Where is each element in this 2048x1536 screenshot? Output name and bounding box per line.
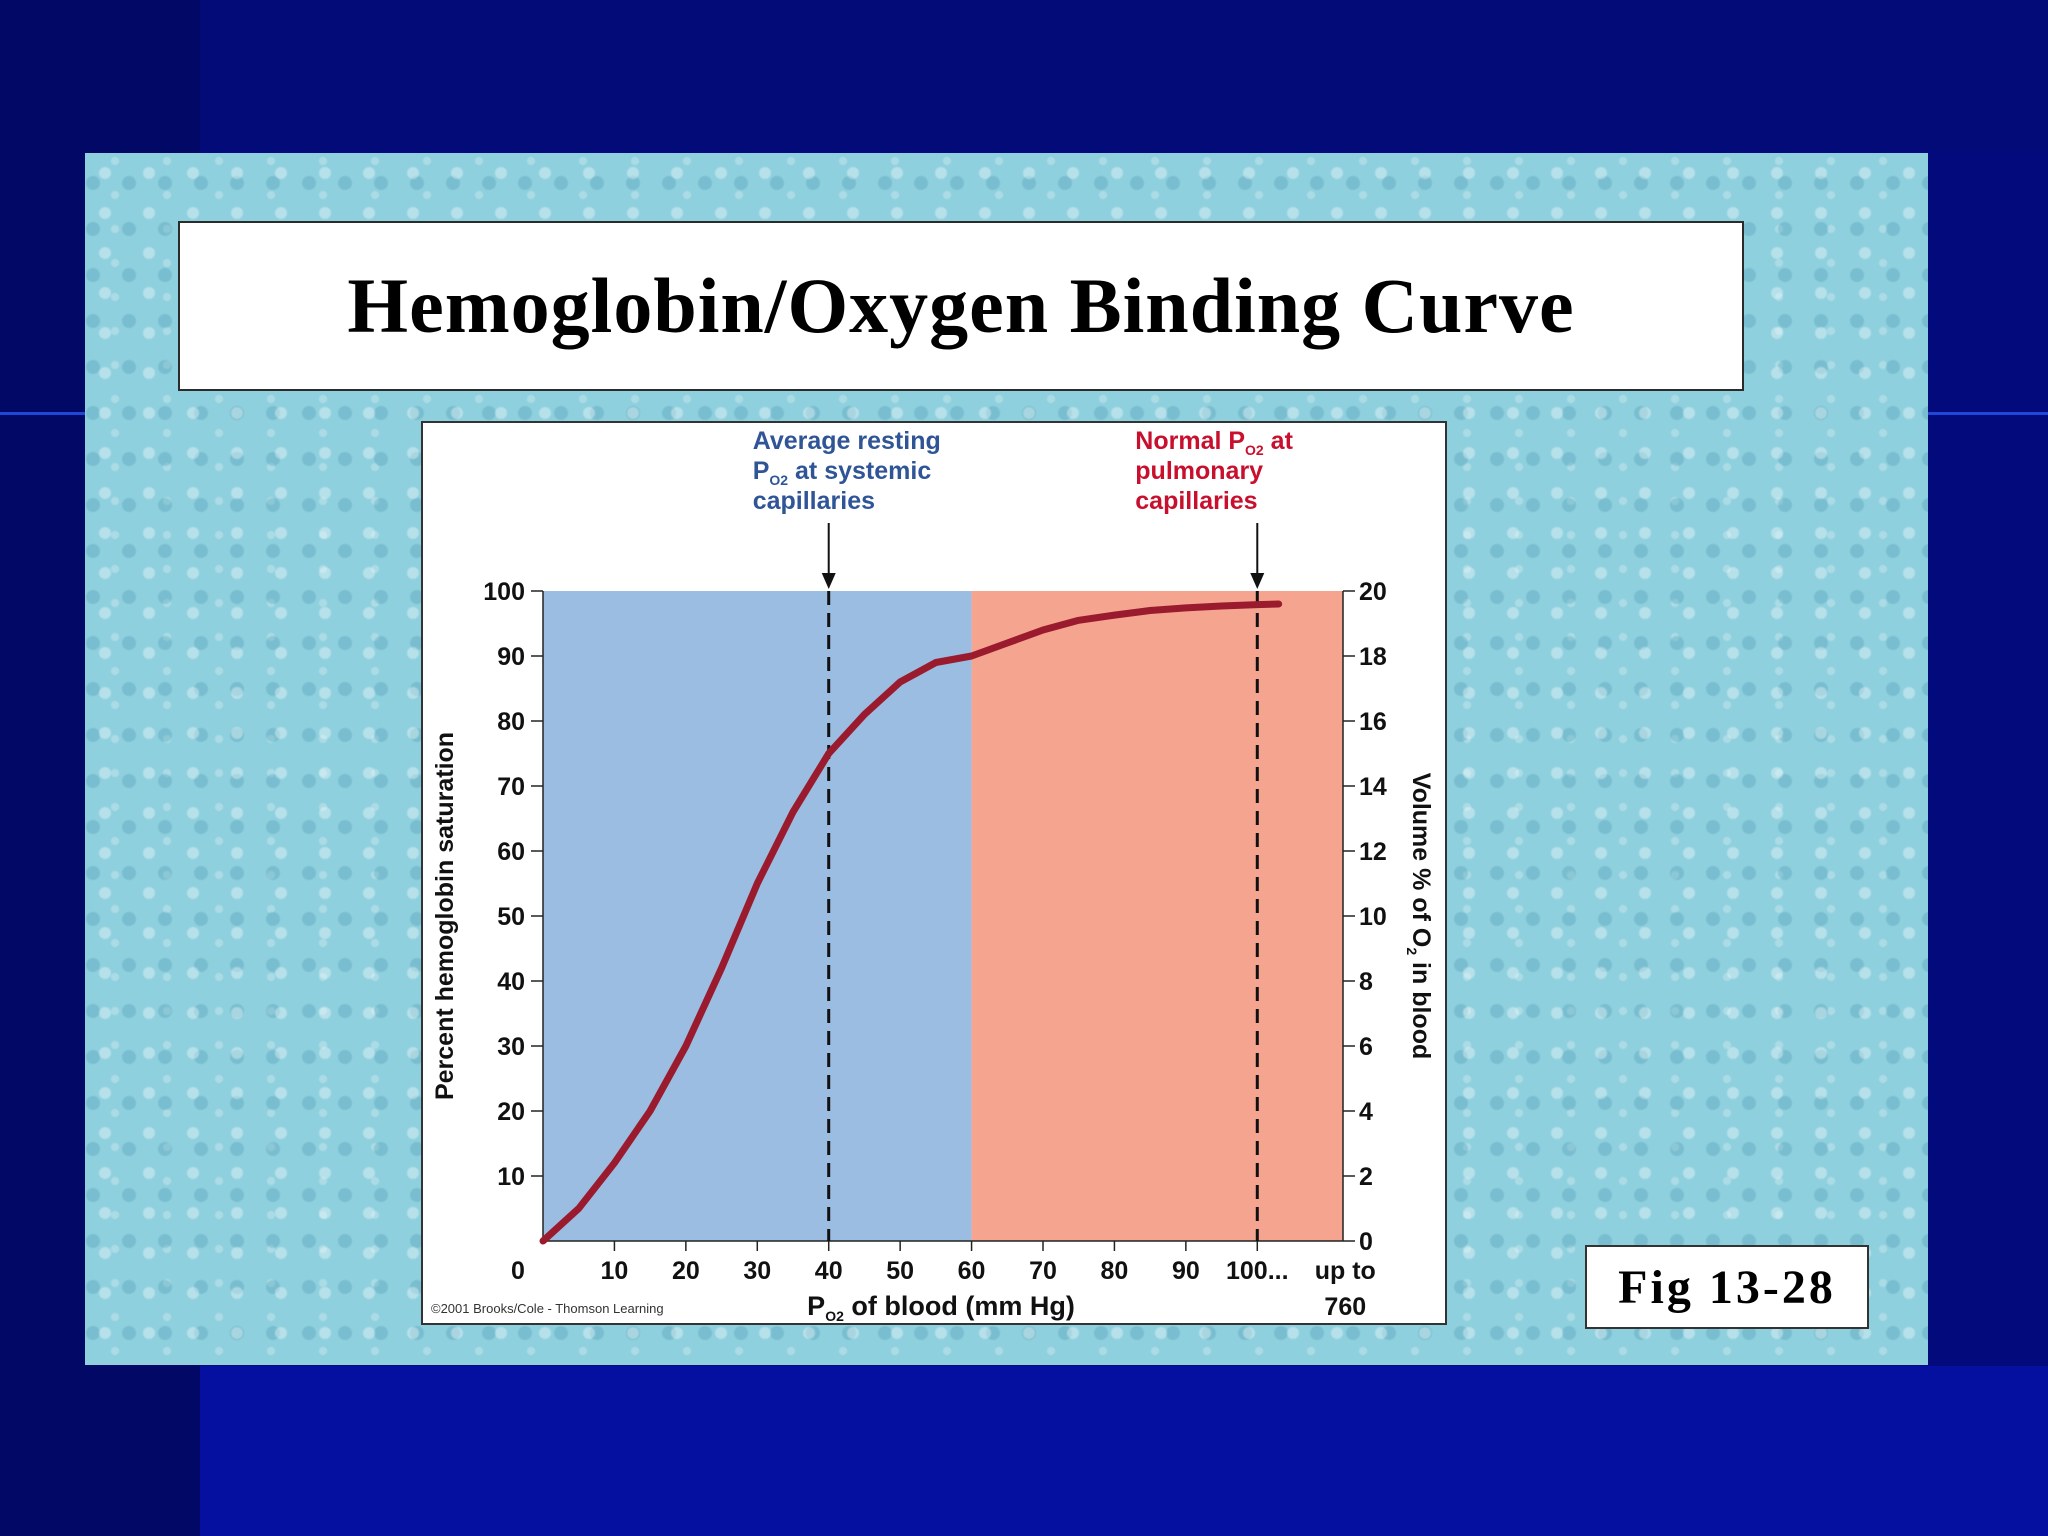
y-right-tick-label: 2 bbox=[1359, 1163, 1373, 1191]
y-right-tick-label: 0 bbox=[1359, 1228, 1373, 1256]
y-left-tick-label: 70 bbox=[497, 773, 525, 801]
y-left-tick-label: 90 bbox=[497, 643, 525, 671]
slide-panel: Hemoglobin/Oxygen Binding Curve 10 20 30 40… bbox=[85, 153, 1928, 1365]
y-right-tick-label: 14 bbox=[1359, 773, 1387, 801]
slide-title: Hemoglobin/Oxygen Binding Curve bbox=[347, 262, 1575, 349]
y-left-tick-label: 100 bbox=[483, 578, 525, 606]
region-blue bbox=[543, 591, 972, 1241]
title-box: Hemoglobin/Oxygen Binding Curve bbox=[178, 221, 1744, 391]
marker-label: Normal PO2 at bbox=[1135, 427, 1293, 458]
x-tick-extra-760: 760 bbox=[1324, 1293, 1366, 1321]
x-tick-label: 60 bbox=[958, 1257, 986, 1285]
copyright-text: ©2001 Brooks/Cole - Thomson Learning bbox=[431, 1301, 664, 1316]
x-tick-label: 50 bbox=[886, 1257, 914, 1285]
y-axis-label-right: Volume % of O2 in blood bbox=[1404, 773, 1435, 1060]
y-left-tick-label: 30 bbox=[497, 1033, 525, 1061]
x-tick-label: 20 bbox=[672, 1257, 700, 1285]
y-axis-label-left: Percent hemoglobin saturation bbox=[431, 732, 459, 1100]
x-tick-label: 100... bbox=[1226, 1257, 1289, 1285]
x-tick-label: 10 bbox=[601, 1257, 629, 1285]
y-right-tick-label: 8 bbox=[1359, 968, 1373, 996]
y-right-tick-label: 4 bbox=[1359, 1098, 1373, 1126]
background-bottom-band bbox=[200, 1366, 2048, 1536]
y-right-tick-label: 20 bbox=[1359, 578, 1387, 606]
marker-label: Average resting bbox=[753, 427, 941, 455]
x-tick-label: 0 bbox=[511, 1257, 525, 1285]
y-right-tick-label: 12 bbox=[1359, 838, 1387, 866]
figure-label: Fig 13-28 bbox=[1618, 1260, 1836, 1314]
saturation-curve bbox=[539, 600, 1283, 1245]
x-tick-extra-up-to: up to bbox=[1315, 1257, 1376, 1285]
marker-label: pulmonary bbox=[1135, 457, 1263, 485]
marker-label: capillaries bbox=[753, 487, 875, 515]
region-red bbox=[971, 591, 1343, 1241]
oxygen-binding-chart: 10 20 30 40 50 60 70 80 90 100 0 2 4 6 8 10 12 14 16 18 20 0 1… bbox=[431, 427, 1435, 1324]
marker-arrow-head bbox=[1250, 573, 1265, 589]
x-tick-label: 70 bbox=[1029, 1257, 1057, 1285]
y-right-tick-label: 16 bbox=[1359, 708, 1387, 736]
figure-label-box: Fig 13-28 bbox=[1585, 1245, 1869, 1329]
x-tick-label: 40 bbox=[815, 1257, 843, 1285]
y-left-tick-label: 20 bbox=[497, 1098, 525, 1126]
x-tick-label: 90 bbox=[1172, 1257, 1200, 1285]
x-tick-label: 80 bbox=[1101, 1257, 1129, 1285]
y-right-tick-label: 18 bbox=[1359, 643, 1387, 671]
y-right-tick-label: 10 bbox=[1359, 903, 1387, 931]
marker-label: PO2 at systemic bbox=[753, 457, 932, 488]
marker-label: capillaries bbox=[1135, 487, 1257, 515]
y-right-tick-label: 6 bbox=[1359, 1033, 1373, 1061]
y-left-tick-label: 10 bbox=[497, 1163, 525, 1191]
x-axis-label: PO2 of blood (mm Hg) bbox=[807, 1291, 1075, 1323]
y-left-tick-label: 60 bbox=[497, 838, 525, 866]
y-left-tick-label: 80 bbox=[497, 708, 525, 736]
y-left-tick-label: 50 bbox=[497, 903, 525, 931]
background-top bbox=[0, 0, 2048, 150]
marker-arrow-head bbox=[821, 573, 836, 589]
x-tick-label: 30 bbox=[743, 1257, 771, 1285]
chart-container: 10 20 30 40 50 60 70 80 90 100 0 2 4 6 8 10 12 14 16 18 20 0 1… bbox=[421, 421, 1447, 1325]
y-left-tick-label: 40 bbox=[497, 968, 525, 996]
